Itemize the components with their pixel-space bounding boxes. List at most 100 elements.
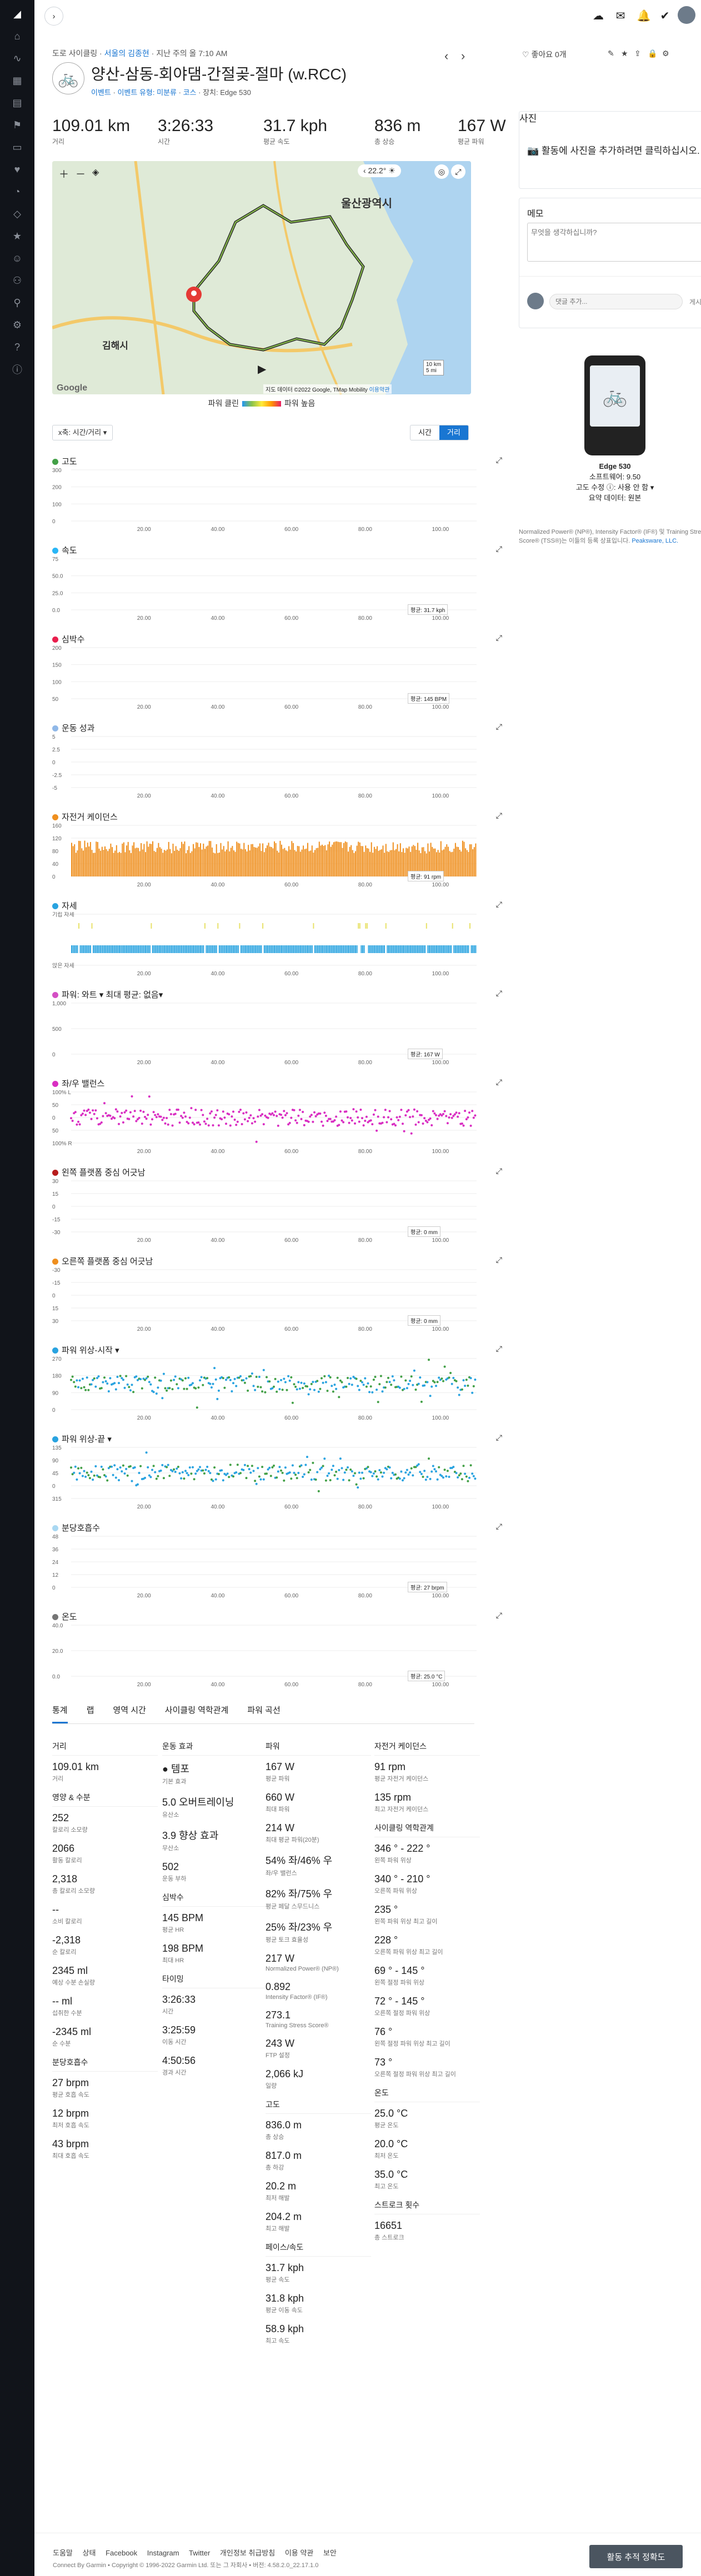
share-icon[interactable]: ⇪ — [634, 49, 641, 58]
insights-icon[interactable]: ◇ — [13, 208, 21, 219]
expand-chart-icon[interactable]: ⤢ — [495, 1077, 502, 1086]
tab-power-curve[interactable]: 파워 곡선 — [247, 1706, 281, 1715]
stat-group-title: 온도 — [374, 2087, 480, 2102]
expand-chart-icon[interactable]: ⤢ — [495, 633, 502, 642]
chart-title[interactable]: 파워: 와트 ▾ 최대 평균: 없음▾ — [52, 989, 163, 1000]
training-icon[interactable]: ⚑ — [12, 119, 22, 131]
chart-title[interactable]: 고도 — [52, 455, 77, 467]
map-zoom-out-icon[interactable]: － — [76, 169, 86, 180]
performance-icon[interactable]: ◔ — [14, 186, 21, 197]
footer-help[interactable]: 도움말 — [53, 2549, 73, 2557]
chart-title[interactable]: 파워 위상-시작 ▾ — [52, 1344, 119, 1356]
courses-icon[interactable]: ⚲ — [13, 297, 21, 308]
footer-privacy[interactable]: 개인정보 취급방침 — [219, 2549, 276, 2557]
expand-chart-icon[interactable]: ⤢ — [495, 544, 502, 553]
map-play-icon[interactable]: ▶ — [258, 363, 267, 375]
footer-instagram[interactable]: Instagram — [147, 2549, 179, 2557]
expand-chart-icon[interactable]: ⤢ — [495, 1344, 502, 1353]
tab-zones[interactable]: 영역 시간 — [113, 1706, 146, 1715]
map-locate-icon[interactable]: ◎ — [434, 164, 449, 179]
groups-icon[interactable]: ⚇ — [12, 274, 22, 286]
event-link[interactable]: 이벤트 — [91, 88, 111, 97]
expand-chart-icon[interactable]: ⤢ — [495, 1166, 502, 1175]
next-activity-icon[interactable]: › — [461, 49, 465, 63]
toggle-distance[interactable]: 거리 — [439, 425, 468, 440]
footer-twitter[interactable]: Twitter — [188, 2549, 211, 2557]
chart-title[interactable]: 파워 위상-끝 ▾ — [52, 1433, 112, 1445]
add-photo-button[interactable]: 📷 활동에 사진을 추가하려면 클릭하십시오. — [527, 143, 701, 157]
chart-title[interactable]: 왼쪽 플랫폼 중심 어긋남 — [52, 1166, 146, 1178]
expand-chart-icon[interactable]: ⤢ — [495, 900, 502, 909]
expand-chart-icon[interactable]: ⤢ — [495, 1611, 502, 1620]
help-icon[interactable]: ? — [14, 341, 20, 353]
course-select[interactable]: 코스 — [183, 88, 197, 97]
map-fullscreen-icon[interactable]: ⤢ — [451, 164, 465, 179]
bar — [352, 945, 353, 953]
scatter-point — [281, 1471, 284, 1474]
map-layers-icon[interactable]: ◈ — [92, 168, 99, 177]
notes-input[interactable] — [527, 223, 701, 262]
badges-icon[interactable]: ★ — [12, 230, 22, 242]
reports-icon[interactable]: ▤ — [12, 97, 22, 108]
tracking-accuracy-button[interactable]: 활동 추적 정확도 — [589, 2545, 683, 2568]
peaksware-link[interactable]: Peaksware, LLC. — [632, 538, 679, 544]
lock-icon[interactable]: 🔒 — [648, 49, 658, 58]
chart-title[interactable]: 속도 — [52, 544, 77, 556]
like-button[interactable]: ♡ 좋아요 0개 — [522, 50, 567, 59]
event-type-select[interactable]: 이벤트 유형: 미분류 — [117, 88, 177, 97]
expand-chart-icon[interactable]: ⤢ — [495, 1522, 502, 1531]
settings-gear-icon[interactable]: ⚙ — [662, 49, 669, 58]
chart-title[interactable]: 좌/우 밸런스 — [52, 1077, 104, 1089]
calendar-icon[interactable]: ▦ — [12, 74, 22, 86]
info-icon[interactable]: ⓘ — [12, 364, 22, 375]
chart-title[interactable]: 자세 — [52, 900, 77, 911]
footer-security[interactable]: 보안 — [323, 2549, 337, 2557]
home-icon[interactable]: ⌂ — [14, 30, 21, 42]
tab-dynamics[interactable]: 사이클링 역학관계 — [164, 1706, 229, 1715]
chart-title[interactable]: 분당호흡수 — [52, 1522, 100, 1533]
edit-icon[interactable]: ✎ — [608, 49, 614, 58]
post-button[interactable]: 게시 — [689, 298, 701, 306]
chart-title[interactable]: 심박수 — [52, 633, 84, 645]
expand-chart-icon[interactable]: ⤢ — [495, 989, 502, 998]
health-icon[interactable]: ♥ — [14, 163, 21, 175]
inbox-icon[interactable]: ✉ — [615, 9, 625, 22]
expand-chart-icon[interactable]: ⤢ — [495, 455, 502, 464]
breadcrumb-owner[interactable]: 서울의 김종현 — [104, 49, 149, 58]
expand-chart-icon[interactable]: ⤢ — [495, 811, 502, 820]
footer-terms[interactable]: 이용 약관 — [284, 2549, 314, 2557]
map-weather[interactable]: ‹ 22.2° ☀ — [358, 164, 401, 177]
status-icon[interactable]: ✔ — [660, 9, 670, 22]
footer-status[interactable]: 상태 — [82, 2549, 96, 2557]
chart-title[interactable]: 자전거 케이던스 — [52, 811, 118, 823]
garmin-logo-icon[interactable]: ◢ — [13, 8, 21, 19]
tab-stats[interactable]: 통계 — [52, 1704, 68, 1723]
star-icon[interactable]: ★ — [621, 49, 628, 58]
upload-icon[interactable]: ☁ — [593, 9, 604, 22]
route-map[interactable]: 울산광역시 김해시 ＋ － ◈ ‹ 22.2° ☀ ◎ ⤢ 10 km 5 mi … — [52, 161, 471, 394]
user-avatar[interactable] — [678, 6, 695, 24]
elevation-correction[interactable]: 고도 수정 ⓘ: 사용 안 함 ▾ — [575, 483, 654, 492]
chart-9: 오른쪽 플랫폼 중심 어긋남 ⤢ -30 -15 0 15 30 20.00 40.00 60.0… — [52, 1255, 502, 1339]
expand-chart-icon[interactable]: ⤢ — [495, 1433, 502, 1442]
connections-icon[interactable]: ☺ — [12, 252, 23, 264]
comment-input[interactable] — [549, 294, 683, 309]
toggle-time[interactable]: 시간 — [418, 428, 432, 437]
activity-icon[interactable]: ∿ — [13, 52, 22, 64]
expand-chart-icon[interactable]: ⤢ — [495, 1255, 502, 1264]
tab-laps[interactable]: 랩 — [86, 1706, 94, 1715]
map-terms-link[interactable]: 이용약관 — [369, 387, 390, 393]
expand-sidebar-button[interactable]: › — [44, 7, 63, 26]
expand-chart-icon[interactable]: ⤢ — [495, 722, 502, 731]
chart-title[interactable]: 오른쪽 플랫폼 중심 어긋남 — [52, 1255, 153, 1267]
chart-title[interactable]: 운동 성과 — [52, 722, 94, 734]
map-zoom-in-icon[interactable]: ＋ — [59, 169, 69, 180]
footer-facebook[interactable]: Facebook — [106, 2549, 138, 2557]
chart-title[interactable]: 온도 — [52, 1611, 77, 1622]
gear-list-icon[interactable]: ▭ — [12, 141, 22, 153]
x-axis-select[interactable]: x축: 시간/거리 ▾ — [52, 425, 113, 440]
settings-icon[interactable]: ⚙ — [12, 319, 22, 330]
prev-activity-icon[interactable]: ‹ — [444, 49, 449, 63]
notifications-icon[interactable]: 🔔 — [637, 9, 651, 22]
activity-title[interactable]: 양산-삼동-회야댐-간절곶-절마 (w.RCC) — [91, 66, 347, 83]
